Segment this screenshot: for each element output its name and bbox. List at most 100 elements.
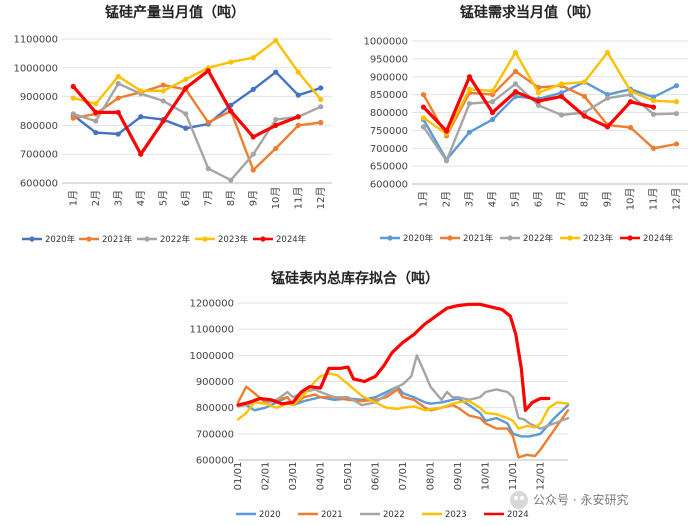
series-line bbox=[236, 302, 551, 412]
series-line bbox=[236, 372, 570, 430]
series-point bbox=[93, 118, 99, 124]
series-point bbox=[443, 158, 450, 164]
legend-label: 2020 bbox=[259, 510, 281, 520]
series-point bbox=[273, 69, 279, 75]
legend-label: 2024年 bbox=[276, 234, 307, 245]
x-tick-label: 06/01 bbox=[371, 462, 382, 491]
legend-marker bbox=[144, 236, 150, 242]
x-tick-label: 09/01 bbox=[453, 462, 464, 491]
series-point bbox=[420, 92, 427, 98]
x-tick-label: 2月 bbox=[441, 191, 453, 207]
y-tick-label: 850000 bbox=[370, 90, 408, 101]
legend-label: 2022年 bbox=[523, 233, 554, 244]
y-tick-label: 1000000 bbox=[189, 351, 234, 362]
y-tick-label: 1000000 bbox=[13, 63, 58, 74]
series-point bbox=[512, 81, 519, 87]
series-point bbox=[228, 177, 234, 183]
series-point bbox=[650, 98, 657, 104]
series-point bbox=[115, 95, 121, 101]
x-tick-label: 10月 bbox=[625, 188, 637, 211]
x-tick-label: 9月 bbox=[247, 190, 259, 206]
legend-label: 2022年 bbox=[160, 234, 191, 245]
series-point bbox=[558, 112, 565, 118]
legend-marker bbox=[567, 235, 573, 241]
series-point bbox=[650, 94, 657, 100]
x-tick-label: 01/01 bbox=[233, 462, 244, 491]
x-tick-label: 07/01 bbox=[398, 462, 409, 491]
series-point bbox=[115, 73, 121, 80]
series-point bbox=[160, 82, 166, 88]
series-point bbox=[295, 114, 301, 120]
series-point bbox=[183, 85, 189, 91]
x-tick-label: 5月 bbox=[157, 190, 169, 206]
legend-marker bbox=[627, 235, 633, 241]
series-point bbox=[250, 86, 256, 92]
series-point bbox=[673, 110, 680, 117]
chart-title: 锰硅需求当月值（吨） bbox=[460, 4, 600, 21]
legend-label: 2022 bbox=[383, 510, 405, 520]
series-point bbox=[604, 124, 611, 130]
y-tick-label: 1100000 bbox=[189, 325, 234, 336]
series-point bbox=[535, 90, 542, 96]
series-point bbox=[295, 122, 301, 128]
x-tick-label: 2月 bbox=[90, 190, 102, 206]
series-point bbox=[420, 104, 427, 110]
series-point bbox=[160, 88, 166, 94]
x-tick-label: 11月 bbox=[292, 187, 304, 210]
series-point bbox=[183, 76, 189, 82]
series-point bbox=[558, 93, 565, 100]
series-line bbox=[422, 51, 678, 136]
series-point bbox=[581, 113, 588, 119]
series-point bbox=[93, 109, 99, 116]
y-tick-label: 1100000 bbox=[13, 35, 58, 46]
x-tick-label: 02/01 bbox=[261, 462, 272, 491]
x-tick-label: 3月 bbox=[112, 190, 124, 206]
series-point bbox=[489, 117, 496, 123]
series-point bbox=[115, 81, 121, 87]
series-point bbox=[250, 167, 256, 173]
x-tick-label: 1月 bbox=[418, 191, 430, 207]
y-tick-label: 600000 bbox=[370, 180, 408, 191]
y-tick-label: 1000000 bbox=[363, 37, 408, 48]
y-tick-label: 600000 bbox=[196, 456, 234, 467]
y-tick-label: 700000 bbox=[20, 150, 58, 161]
x-tick-label: 04/01 bbox=[316, 462, 327, 491]
wechat-icon-eye-right bbox=[520, 496, 524, 500]
series-point bbox=[318, 119, 324, 126]
series-point bbox=[627, 88, 634, 94]
series-point bbox=[466, 86, 473, 92]
series-line bbox=[422, 80, 678, 161]
chart-demand-monthly: 锰硅需求当月值（吨） 600000 650000 700000 750000 800000… bbox=[363, 4, 688, 244]
legend-marker bbox=[202, 236, 208, 242]
series-point bbox=[250, 151, 256, 157]
series-point bbox=[70, 83, 76, 90]
wechat-icon-eye-left bbox=[514, 496, 518, 500]
legend-label: 2021年 bbox=[463, 233, 494, 244]
series-point bbox=[420, 124, 427, 130]
series-point bbox=[535, 98, 542, 104]
wechat-icon bbox=[510, 491, 528, 509]
x-tick-label: 1月 bbox=[67, 190, 79, 206]
chart-inventory-fitted: 锰硅表内总库存拟合（吨） 600000 700000 800000 900000 1000… bbox=[189, 270, 570, 520]
y-tick-label: 700000 bbox=[196, 429, 234, 440]
series-point bbox=[93, 130, 99, 136]
series-point bbox=[70, 111, 76, 117]
x-tick-label: 08/01 bbox=[426, 462, 437, 491]
series-point bbox=[295, 69, 301, 75]
series-point bbox=[115, 109, 121, 116]
series-point bbox=[443, 128, 450, 134]
series-point bbox=[295, 92, 301, 98]
series-point bbox=[250, 55, 256, 61]
x-tick-label: 12/01 bbox=[536, 462, 547, 491]
series-point bbox=[318, 96, 324, 103]
chart-title: 锰硅表内总库存拟合（吨） bbox=[271, 270, 439, 287]
x-tick-label: 6月 bbox=[533, 191, 545, 207]
legend-label: 2020年 bbox=[403, 233, 434, 244]
y-tick-label: 800000 bbox=[196, 403, 234, 414]
x-tick-label: 12月 bbox=[671, 188, 683, 211]
series-point bbox=[318, 104, 324, 110]
series-point bbox=[138, 88, 144, 94]
series-point bbox=[558, 81, 565, 87]
watermark: 公众号 · 永安研究 bbox=[510, 491, 628, 509]
series-point bbox=[273, 145, 279, 152]
